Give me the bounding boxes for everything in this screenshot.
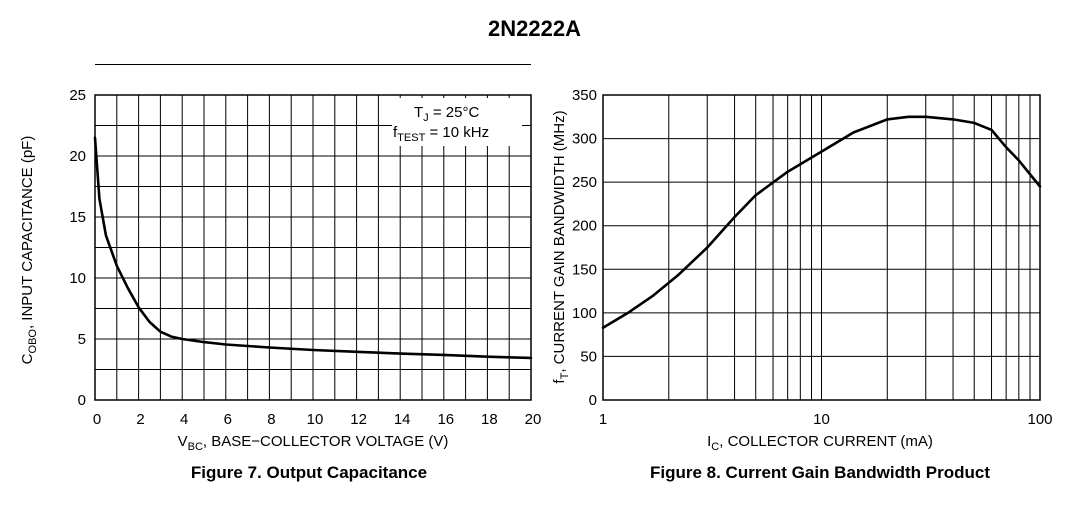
fig8-y-tick-labels: 0 50 100 150 200 250 300 350 — [572, 87, 597, 409]
fig8-x-axis-label: IC, COLLECTOR CURRENT (mA) — [707, 433, 933, 453]
fig7-plot-frame — [94, 94, 532, 401]
fig8-y-tick-label: 250 — [572, 174, 597, 191]
fig7-caption: Figure 7. Output Capacitance — [191, 463, 427, 482]
fig8-y-tick-label: 150 — [572, 261, 597, 278]
fig7-x-tick-labels: 0 2 4 6 8 10 12 14 16 18 20 — [93, 411, 542, 428]
fig7-x-tick-label: 0 — [93, 411, 101, 428]
fig7-y-axis-label: COBO, INPUT CAPACITANCE (pF) — [19, 136, 39, 365]
fig7-grid — [95, 64, 531, 400]
fig8-x-tick-label: 10 — [813, 411, 830, 428]
fig8-y-tick-label: 200 — [572, 218, 597, 235]
fig8-caption: Figure 8. Current Gain Bandwidth Product — [650, 463, 990, 482]
fig8-y-tick-label: 0 — [589, 392, 597, 409]
fig7-x-tick-label: 10 — [307, 411, 324, 428]
fig7-capacitance-curve — [93, 136, 533, 360]
fig7-y-tick-label: 25 — [69, 87, 86, 104]
fig8-x-tick-labels: 1 10 100 — [599, 411, 1053, 428]
fig7-x-tick-label: 18 — [481, 411, 498, 428]
fig7-annotation-box — [392, 98, 522, 146]
fig7-x-tick-label: 12 — [350, 411, 367, 428]
fig7-x-tick-label: 8 — [267, 411, 275, 428]
page-title: 2N2222A — [488, 16, 581, 41]
fig7-x-tick-label: 2 — [136, 411, 144, 428]
fig7-x-axis-label: VBC, BASE−COLLECTOR VOLTAGE (V) — [178, 433, 449, 453]
fig7-y-tick-label: 15 — [69, 209, 86, 226]
fig7-y-tick-label: 5 — [78, 331, 86, 348]
fig7-y-tick-label: 20 — [69, 148, 86, 165]
fig8-grid — [603, 95, 1040, 400]
fig7-x-tick-label: 14 — [394, 411, 411, 428]
fig7-x-tick-label: 6 — [224, 411, 232, 428]
fig8-y-tick-label: 300 — [572, 131, 597, 148]
fig8-y-tick-label: 50 — [580, 348, 597, 365]
fig7-x-tick-label: 4 — [180, 411, 188, 428]
fig8-y-axis-label: fT, CURRENT GAIN BANDWIDTH (MHz) — [551, 110, 571, 383]
fig8-x-tick-label: 1 — [599, 411, 607, 428]
fig7-y-tick-label: 10 — [69, 270, 86, 287]
fig7-x-tick-label: 16 — [437, 411, 454, 428]
fig7-annotation-ftest: fTEST = 10 kHz — [393, 124, 489, 144]
fig8-bandwidth-curve — [601, 115, 1042, 329]
fig7-y-tick-labels: 0 5 10 15 20 25 — [69, 87, 86, 409]
fig8-y-tick-label: 350 — [572, 87, 597, 104]
fig8-x-tick-label: 100 — [1027, 411, 1052, 428]
fig7-y-tick-label: 0 — [78, 392, 86, 409]
fig7-annotation-tj: TJ = 25°C — [414, 104, 479, 124]
fig8-plot-frame — [602, 94, 1041, 401]
fig7-x-tick-label: 20 — [525, 411, 542, 428]
fig8-y-tick-label: 100 — [572, 305, 597, 322]
